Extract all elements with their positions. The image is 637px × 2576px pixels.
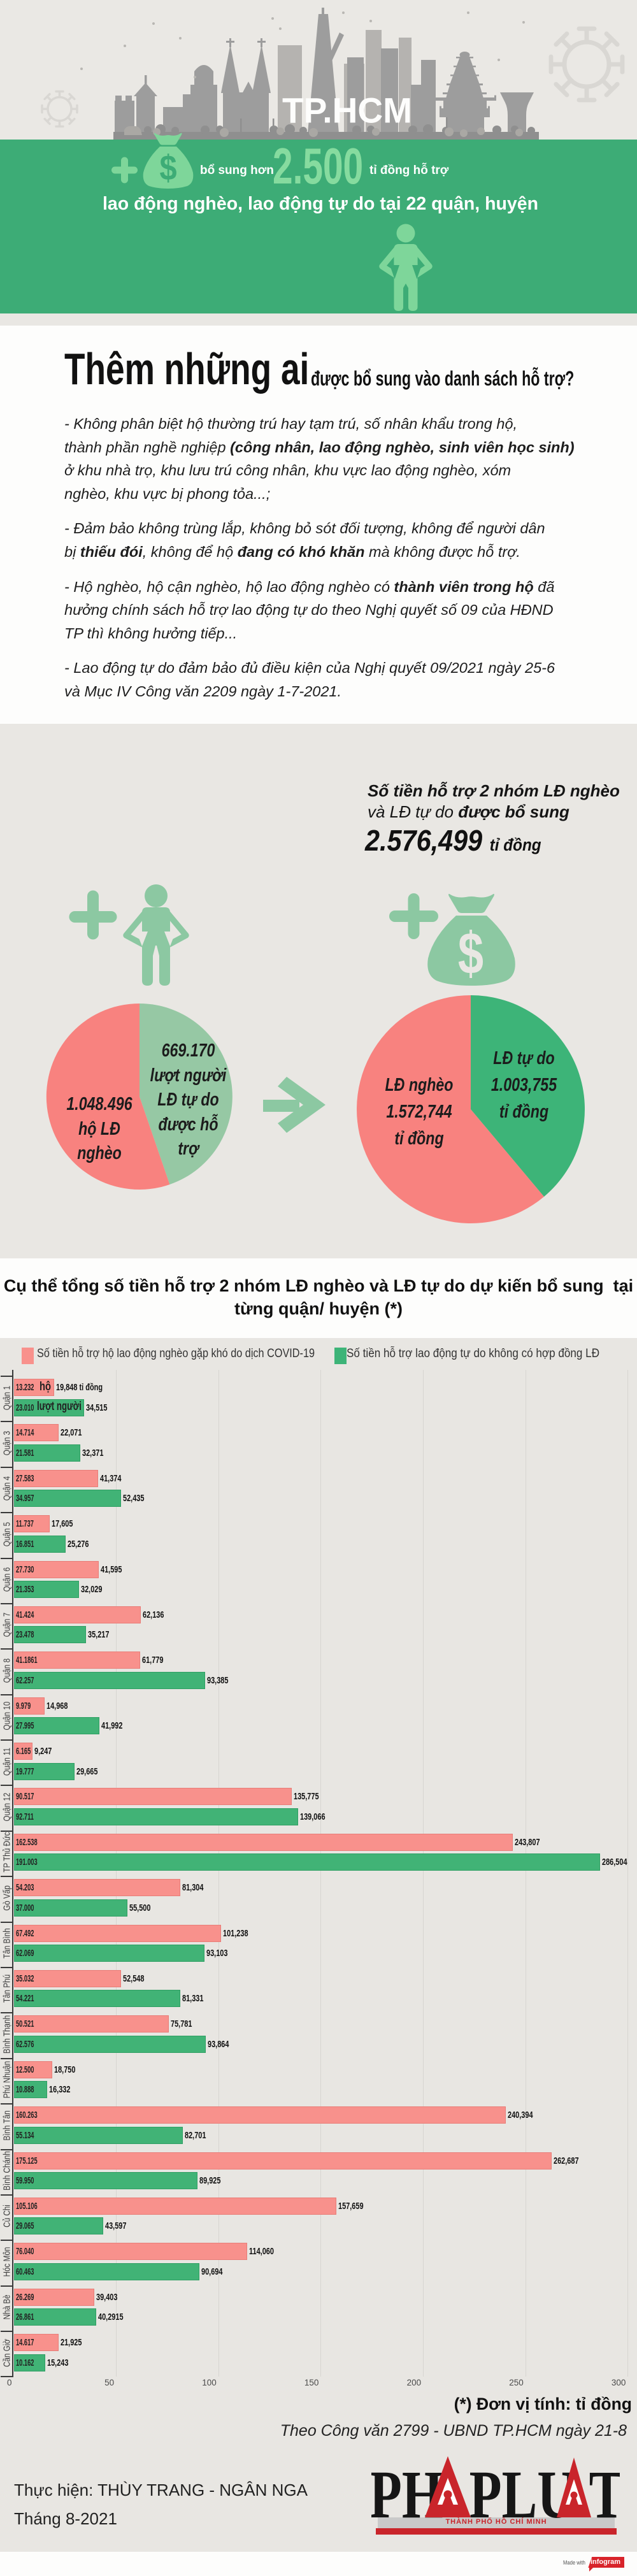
- svg-text:$: $: [159, 148, 176, 188]
- svg-text:T: T: [589, 2456, 620, 2532]
- svg-text:PLU: PLU: [469, 2456, 576, 2532]
- svg-text:$: $: [458, 920, 483, 986]
- svg-text:PH: PH: [371, 2456, 443, 2532]
- svg-text:TP.HCM: TP.HCM: [282, 90, 412, 131]
